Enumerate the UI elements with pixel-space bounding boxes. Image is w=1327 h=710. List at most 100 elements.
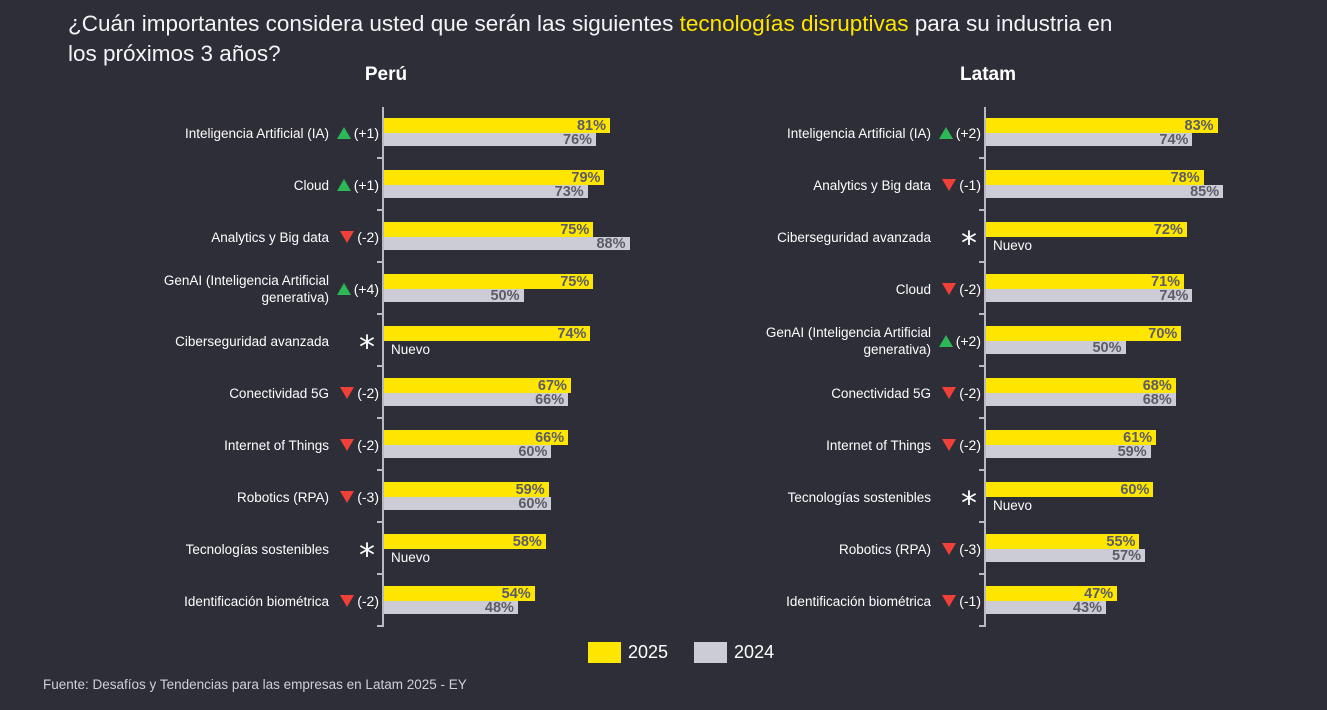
category-label: Tecnologías sostenibles xyxy=(787,489,931,505)
new-entry-asterisk-icon: * xyxy=(961,484,977,522)
bar-value-2025: 71% xyxy=(1151,273,1181,290)
bar-group: 75% 50% xyxy=(377,263,663,315)
bar-2025: 70% xyxy=(986,326,1182,342)
bar-value-2025: 83% xyxy=(1184,117,1214,134)
category-label: Cloud xyxy=(895,281,931,297)
arrow-down-icon xyxy=(340,231,355,243)
bar-2025: 60% xyxy=(986,481,1154,498)
legend-label-2025: 2025 xyxy=(628,642,669,662)
arrow-up-icon xyxy=(336,127,351,139)
change-indicator: (+1) xyxy=(333,125,382,141)
arrow-down-icon xyxy=(942,179,957,191)
arrow-up-icon xyxy=(336,179,351,191)
bar-2024: 74% xyxy=(986,287,1193,304)
arrow-down-icon xyxy=(942,439,957,451)
bar-group: 78% 85% xyxy=(979,159,1265,211)
chart-row: Tecnologías sostenibles * 58% Nuevo xyxy=(63,523,663,575)
bar-value-2024: 60% xyxy=(518,495,548,512)
bar-2025: 66% xyxy=(384,430,569,446)
arrow-down-icon xyxy=(340,387,355,399)
chart-row: Internet of Things (-2) 61% 59% xyxy=(665,419,1265,471)
bar-value-2024: 59% xyxy=(1117,443,1147,460)
bar-group: 55% 57% xyxy=(979,523,1265,575)
bar-value-2024: 88% xyxy=(596,235,626,252)
change-indicator: * xyxy=(935,223,984,259)
category-label: Conectividad 5G xyxy=(229,385,329,401)
change-value: (-2) xyxy=(959,281,981,297)
bar-value-2024: 48% xyxy=(484,599,514,616)
change-value: (-2) xyxy=(357,437,379,453)
bar-2025: 83% xyxy=(986,117,1218,134)
bar-2024: 59% xyxy=(986,443,1151,460)
change-value: (-3) xyxy=(959,541,981,557)
chart-row: Cloud (+1) 79% 73% xyxy=(63,159,663,211)
change-indicator: (-2) xyxy=(333,437,382,453)
bar-group: 72% Nuevo xyxy=(979,211,1265,263)
category-label: Inteligencia Artificial (IA) xyxy=(184,125,329,141)
bar-2024: 88% xyxy=(384,235,630,252)
bar-2025: 67% xyxy=(384,378,571,394)
source-note: Fuente: Desafíos y Tendencias para las e… xyxy=(43,677,467,692)
bar-2025: 59% xyxy=(384,482,549,498)
category-label: GenAI (Inteligencia Artificial generativa… xyxy=(765,325,931,357)
legend: 2025 2024 xyxy=(588,642,774,663)
bar-value-2025: 60% xyxy=(1120,481,1150,498)
category-label: Analytics y Big data xyxy=(211,229,329,245)
category-label: Ciberseguridad avanzada xyxy=(777,229,931,245)
chart-row: Inteligencia Artificial (IA) (+2) 83% 74% xyxy=(665,107,1265,159)
change-value: (-3) xyxy=(357,489,379,505)
chart-row: Conectividad 5G (-2) 67% 66% xyxy=(63,367,663,419)
legend-label-2024: 2024 xyxy=(734,642,775,662)
chart-row: GenAI (Inteligencia Artificial generativa… xyxy=(665,315,1265,367)
chart-row: Analytics y Big data (-1) 78% 85% xyxy=(665,159,1265,211)
change-indicator: (-2) xyxy=(333,593,382,609)
bar-2025: 74% xyxy=(384,326,591,342)
bar-value-2024: 85% xyxy=(1190,183,1220,200)
bar-2024: 76% xyxy=(384,132,597,148)
bar-2025: 71% xyxy=(986,273,1185,290)
category-label: Robotics (RPA) xyxy=(838,541,931,557)
category-label: Ciberseguridad avanzada xyxy=(175,333,329,349)
title-suffix: para su industria en xyxy=(908,11,1113,36)
bar-value-2025: 47% xyxy=(1084,585,1114,602)
bar-2025: 47% xyxy=(986,585,1118,602)
change-indicator: (+1) xyxy=(333,177,382,193)
bar-value-2025: 72% xyxy=(1153,221,1183,238)
new-entry-label: Nuevo xyxy=(993,238,1033,253)
bar-value-2025: 75% xyxy=(560,221,590,238)
arrow-down-icon xyxy=(340,439,355,451)
change-indicator: * xyxy=(333,327,382,363)
category-label: Internet of Things xyxy=(826,437,931,453)
bar-group: 71% 74% xyxy=(979,263,1265,315)
arrow-down-icon xyxy=(340,595,355,607)
bar-value-2024: 66% xyxy=(535,391,565,408)
chart-row: Ciberseguridad avanzada * 74% Nuevo xyxy=(63,315,663,367)
new-entry-asterisk-icon: * xyxy=(359,536,375,574)
bar-group: 79% 73% xyxy=(377,159,663,211)
bar-group: 74% Nuevo xyxy=(377,315,663,367)
chart-row: Identificación biométrica (-2) 54% 48% xyxy=(63,575,663,627)
chart-row: Identificación biométrica (-1) 47% 43% xyxy=(665,575,1265,627)
category-label: Tecnologías sostenibles xyxy=(185,541,329,557)
bar-group: 60% Nuevo xyxy=(979,471,1265,523)
arrow-down-icon xyxy=(942,283,957,295)
category-label: Inteligencia Artificial (IA) xyxy=(786,125,931,141)
bar-2024: 57% xyxy=(986,548,1146,564)
bar-value-2024: 50% xyxy=(490,287,520,304)
bar-value-2024: 73% xyxy=(554,183,584,200)
chart-row: GenAI (Inteligencia Artificial generativa… xyxy=(63,263,663,315)
bar-value-2025: 75% xyxy=(560,273,590,290)
title-prefix: ¿Cuán importantes considera usted que se… xyxy=(68,11,680,36)
bar-2025: 61% xyxy=(986,429,1157,446)
bar-value-2025: 61% xyxy=(1123,429,1153,446)
bar-value-2025: 68% xyxy=(1142,377,1172,394)
change-value: (+4) xyxy=(353,281,379,297)
bar-2024: 60% xyxy=(384,495,552,512)
legend-swatch-2024 xyxy=(694,642,728,663)
bar-value-2024: 50% xyxy=(1092,339,1122,356)
change-indicator: (+2) xyxy=(935,333,984,349)
bar-value-2024: 74% xyxy=(1159,287,1189,304)
change-value: (-2) xyxy=(959,385,981,401)
arrow-down-icon xyxy=(942,387,957,399)
change-indicator: (+4) xyxy=(333,281,382,297)
